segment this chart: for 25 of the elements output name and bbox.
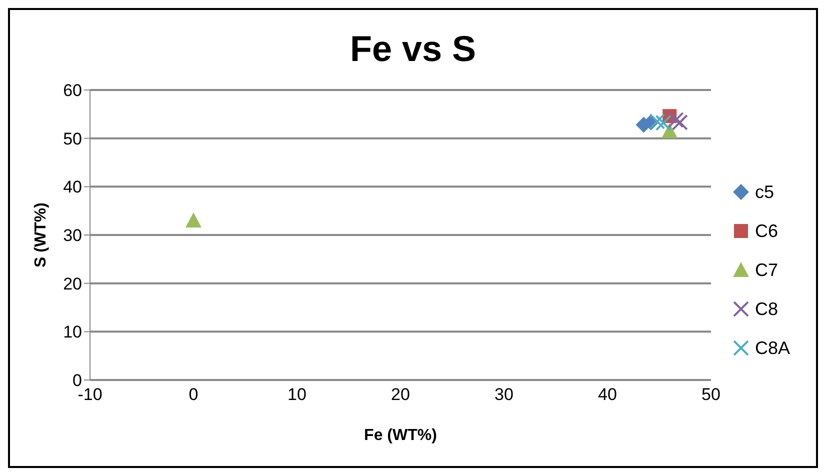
point	[672, 114, 688, 130]
point	[185, 212, 202, 228]
y-axis-title: S (WT%)	[32, 202, 50, 268]
x-tick-label: 40	[598, 385, 617, 404]
x-tick-label: 0	[188, 385, 198, 404]
legend-label: C8	[754, 298, 778, 320]
y-tick-label: 60	[63, 81, 82, 100]
y-tick-label: 20	[63, 274, 82, 294]
legend-label: C7	[754, 260, 778, 280]
y-tick-label: 40	[63, 178, 82, 197]
chart-title: Fe vs S	[348, 28, 478, 71]
point	[668, 112, 684, 128]
x-axis-title: Fe (WT%)	[364, 427, 437, 444]
x-tick-label: 20	[391, 385, 410, 404]
y-tick-label: 30	[63, 226, 82, 246]
legend-label: C8A	[754, 338, 790, 358]
x-tick-label: 10	[288, 385, 306, 404]
y-tick-label: 10	[63, 322, 82, 342]
x-tick-label: 50	[702, 385, 720, 404]
point	[649, 113, 666, 130]
x-tick-label: 30	[494, 385, 514, 404]
y-tick-label: 50	[63, 129, 82, 148]
legend-label: c5	[754, 182, 774, 202]
point	[655, 114, 672, 131]
legend-label: C6	[754, 220, 778, 242]
